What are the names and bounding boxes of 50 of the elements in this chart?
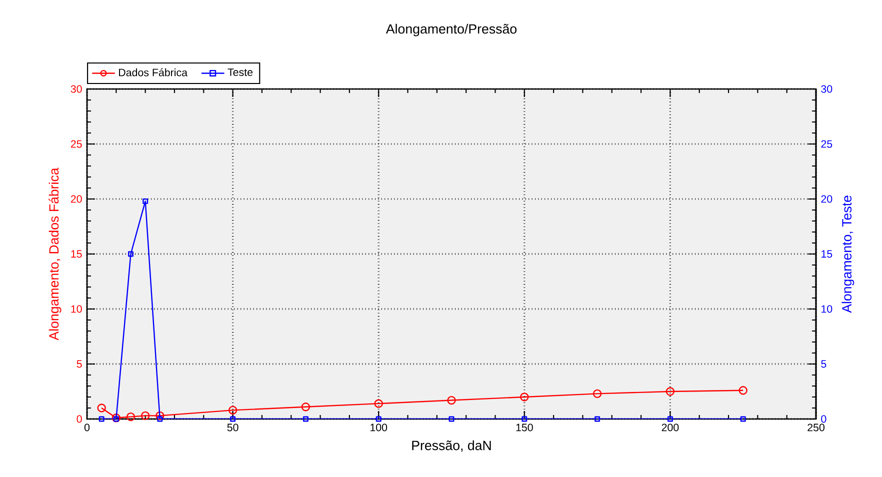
- point: [667, 416, 673, 422]
- y2-tick-label: 30: [821, 85, 832, 93]
- x-tick-label: 100: [370, 424, 388, 432]
- point: [666, 387, 675, 396]
- point: [128, 251, 134, 257]
- point: [142, 198, 148, 204]
- y2-tick-label: 20: [821, 195, 832, 203]
- x-axis-title: Pressão, daN: [412, 440, 491, 452]
- point: [97, 404, 106, 412]
- point: [113, 416, 119, 422]
- point: [140, 411, 150, 420]
- y-tick-label: 20: [70, 195, 82, 203]
- x-tick-label: 50: [227, 424, 238, 432]
- y2-tick-label: 5: [821, 360, 826, 368]
- x-tick-label: 150: [516, 424, 533, 432]
- point: [738, 386, 748, 395]
- y2-tick-label: 15: [822, 250, 832, 258]
- point: [126, 412, 136, 422]
- point: [592, 389, 602, 398]
- y2-tick-label: 25: [821, 140, 832, 148]
- y-tick-label: 10: [71, 305, 82, 313]
- point: [301, 402, 310, 412]
- chart-title: Alongamento/Pressão: [386, 24, 517, 36]
- x-tick-label: 200: [662, 424, 679, 432]
- legend-label: Dados Fábrica: [119, 68, 188, 76]
- y2-tick-label: 10: [822, 305, 832, 313]
- y-axis-title: Alongamento, Dados Fábrica: [48, 168, 62, 340]
- point: [230, 416, 236, 422]
- point: [374, 399, 383, 408]
- point: [448, 416, 454, 422]
- y2-tick-label: 0: [821, 415, 826, 423]
- y2-axis-title: Alongamento, Teste: [842, 196, 854, 313]
- y-tick-label: 15: [71, 250, 82, 258]
- legend-label: Teste: [228, 68, 253, 76]
- point: [302, 416, 308, 422]
- point: [376, 416, 382, 422]
- y-tick-label: 25: [70, 140, 82, 148]
- point: [112, 414, 120, 422]
- point: [447, 396, 456, 405]
- point: [156, 411, 164, 420]
- point: [228, 406, 238, 415]
- y-tick-label: 0: [76, 415, 82, 423]
- point: [520, 392, 529, 402]
- y-tick-label: 5: [76, 360, 82, 368]
- y-tick-label: 30: [70, 85, 82, 93]
- x-tick-label: 250: [808, 424, 824, 432]
- point: [594, 416, 600, 422]
- x-tick-label: 0: [84, 424, 90, 432]
- point: [157, 416, 163, 422]
- point: [522, 416, 528, 422]
